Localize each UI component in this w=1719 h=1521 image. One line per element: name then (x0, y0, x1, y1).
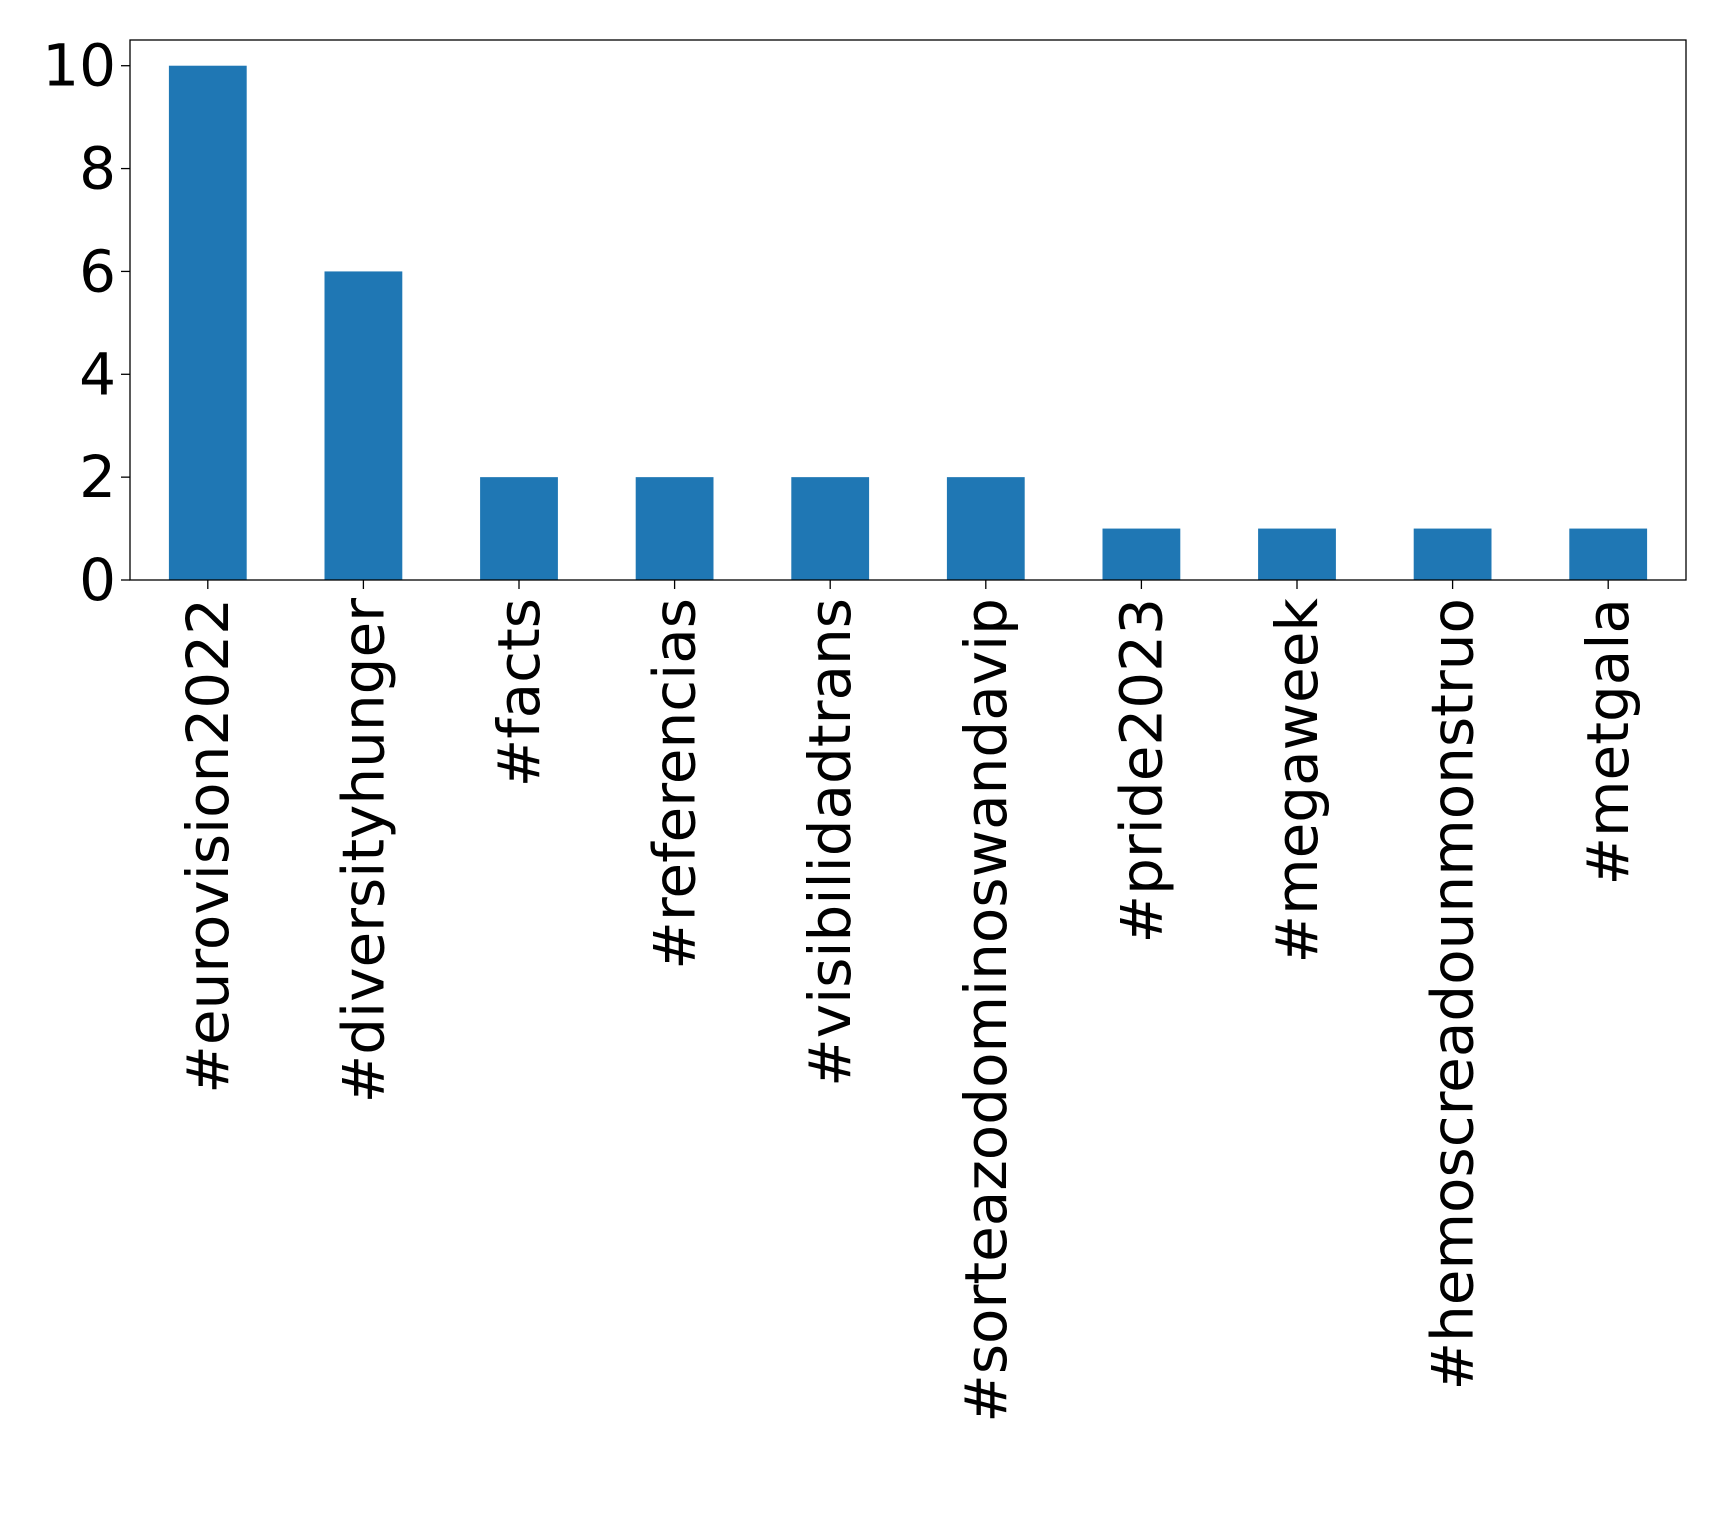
y-tick-label: 0 (79, 546, 116, 614)
bar-facts (480, 477, 558, 580)
y-tick-label: 6 (79, 237, 116, 305)
y-axis: 0 2 4 6 8 10 (42, 32, 130, 614)
bar-diversityhunger (324, 271, 403, 580)
bar-eurovision2022 (168, 65, 247, 580)
bar-pride2023 (1102, 528, 1181, 580)
bar-megaweek (1258, 528, 1336, 580)
bar-hemoscreadounmonstruo (1413, 528, 1492, 580)
x-tick-label: #pride2023 (1107, 598, 1175, 943)
x-tick-label: #visibilidadtrans (796, 598, 864, 1087)
bar-metgala (1569, 528, 1648, 580)
x-tick-label: #diversityhunger (329, 598, 397, 1104)
x-axis: #eurovision2022 #diversityhunger #facts #re… (174, 580, 1642, 1423)
bar-visibilidadtrans (791, 477, 870, 580)
x-tick-label: #metgala (1574, 598, 1642, 886)
x-tick-label: #hemoscreadounmonstruo (1419, 598, 1487, 1391)
y-tick-label: 8 (79, 135, 116, 203)
y-tick-label: 4 (79, 340, 116, 408)
bars-layer (168, 65, 1648, 580)
x-tick-label: #megaweek (1263, 598, 1331, 964)
x-tick-label: #eurovision2022 (174, 598, 242, 1094)
y-tick-label: 2 (79, 443, 116, 511)
y-tick-label: 10 (42, 32, 116, 100)
x-tick-label: #sorteazodominoswandavip (952, 598, 1020, 1423)
bar-referencias (635, 477, 714, 580)
x-tick-label: #facts (485, 598, 553, 787)
bar-sorteazodominoswandavip (946, 477, 1025, 580)
plot-area-frame (129, 39, 1687, 581)
x-tick-label: #referencias (641, 598, 709, 970)
